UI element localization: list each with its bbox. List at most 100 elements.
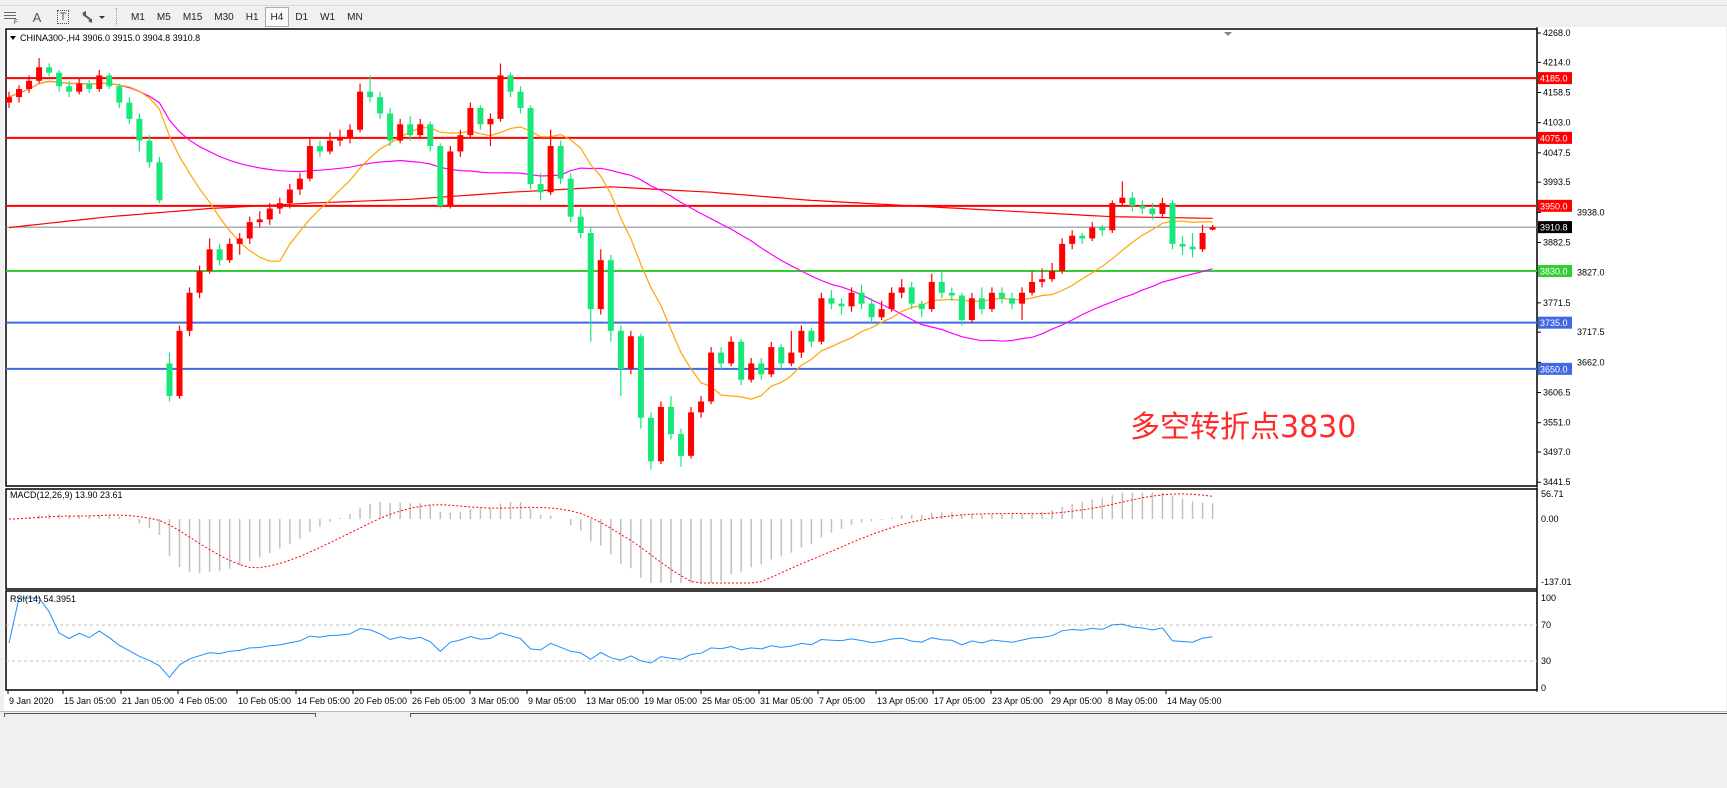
date-label: 3 Mar 05:00 — [471, 696, 519, 706]
candle — [1109, 200, 1116, 233]
bear-candle-body — [1169, 203, 1176, 244]
bear-candle-body — [1189, 246, 1196, 250]
candle — [136, 113, 143, 152]
level-price-label: 4185.0 — [1540, 74, 1568, 84]
candle — [6, 91, 12, 108]
bull-candle-body — [928, 281, 935, 310]
date-label: 13 Mar 05:00 — [586, 696, 639, 706]
candle — [206, 238, 213, 274]
candle — [1119, 181, 1126, 206]
candle — [437, 143, 444, 209]
timeframe-m30-button[interactable]: M30 — [214, 11, 234, 23]
timeframe-m5-button[interactable]: M5 — [156, 11, 171, 23]
candle — [1099, 224, 1106, 236]
bear-candle-body — [477, 108, 484, 125]
timeframe-m15-button[interactable]: M15 — [182, 11, 203, 23]
candle — [678, 428, 685, 467]
date-label: 7 Apr 05:00 — [819, 696, 865, 706]
level-price-tag — [1538, 72, 1572, 85]
level-price-tag — [1538, 199, 1572, 212]
bull-candle-body — [206, 249, 213, 272]
candle — [958, 292, 965, 326]
candle — [1049, 262, 1056, 282]
bull-candle-body — [1089, 227, 1096, 239]
bull-candle-body — [657, 406, 664, 462]
timeframe-m1-button[interactable]: M1 — [131, 11, 145, 23]
candle — [888, 287, 895, 312]
bull-candle-body — [186, 292, 193, 331]
chart-menu-triangle-icon[interactable] — [10, 36, 16, 40]
chart-tab[interactable] — [410, 713, 1727, 717]
candle — [477, 105, 484, 130]
candle — [106, 72, 113, 89]
text-a-icon[interactable]: A — [26, 7, 48, 27]
candle — [116, 83, 123, 108]
bull-candle-body — [698, 401, 705, 413]
candle — [36, 58, 43, 84]
bull-candle-body — [397, 124, 404, 141]
bull-candle-body — [888, 292, 895, 310]
candle — [1169, 200, 1176, 250]
bear-candle-body — [1149, 208, 1156, 214]
bull-candle-body — [1199, 233, 1206, 250]
timeframe-w1-button[interactable]: W1 — [320, 11, 336, 23]
bull-candle-body — [547, 146, 554, 193]
date-label: 21 Jan 05:00 — [122, 696, 174, 706]
timeframe-mn-button[interactable]: MN — [347, 11, 363, 23]
candle — [367, 75, 374, 103]
bull-candle-body — [457, 135, 464, 152]
chart-tab[interactable] — [4, 713, 316, 717]
bull-candle-body — [26, 80, 33, 89]
candle — [1139, 200, 1146, 214]
rsi-line — [8, 597, 1213, 679]
bull-candle-body — [1109, 203, 1116, 231]
bull-candle-body — [467, 108, 474, 136]
bear-candle-body — [838, 303, 845, 307]
candle — [1069, 230, 1076, 250]
grid-icon[interactable]: F — [0, 7, 22, 27]
price-tick-label: 4047.5 — [1543, 148, 1571, 158]
timeframe-h4-button[interactable]: H4 — [264, 7, 290, 27]
bear-candle-body — [858, 292, 865, 304]
candle — [768, 341, 775, 378]
candle — [186, 287, 193, 337]
candle — [517, 86, 524, 114]
macd-signal-line — [8, 493, 1213, 584]
candle — [537, 173, 544, 201]
candle — [286, 184, 293, 209]
candle — [266, 203, 273, 225]
bull-candle-body — [968, 298, 975, 320]
arrows-icon[interactable] — [78, 7, 108, 27]
bear-candle-body — [738, 341, 745, 380]
bull-candle-body — [76, 83, 83, 92]
candle — [146, 135, 153, 168]
candle — [557, 140, 564, 185]
candle — [326, 132, 333, 155]
candle — [868, 298, 875, 323]
bear-candle-body — [46, 67, 53, 73]
bear-candle-body — [1179, 243, 1186, 247]
candle — [1149, 203, 1156, 220]
date-label: 4 Feb 05:00 — [179, 696, 227, 706]
bull-candle-body — [748, 363, 755, 380]
bear-candle-body — [367, 91, 374, 98]
level-price-label: 4075.0 — [1540, 133, 1568, 143]
bull-candle-body — [36, 67, 43, 81]
bull-candle-body — [708, 352, 715, 402]
date-label: 9 Jan 2020 — [9, 696, 54, 706]
candle — [216, 243, 223, 266]
rsi-axis-label: 0 — [1541, 683, 1546, 693]
date-label: 14 May 05:00 — [1167, 696, 1222, 706]
text-label-icon[interactable]: T — [52, 7, 74, 27]
bottom-tab-area — [0, 711, 1727, 788]
bull-candle-body — [1039, 279, 1046, 282]
bull-candle-body — [1019, 292, 1026, 304]
bear-candle-body — [948, 292, 955, 296]
candle — [597, 249, 604, 315]
bull-candle-body — [336, 137, 343, 141]
bear-candle-body — [1139, 205, 1146, 209]
timeframe-h1-button[interactable]: H1 — [245, 11, 259, 23]
bull-candle-body — [276, 203, 283, 209]
timeframe-d1-button[interactable]: D1 — [295, 11, 309, 23]
